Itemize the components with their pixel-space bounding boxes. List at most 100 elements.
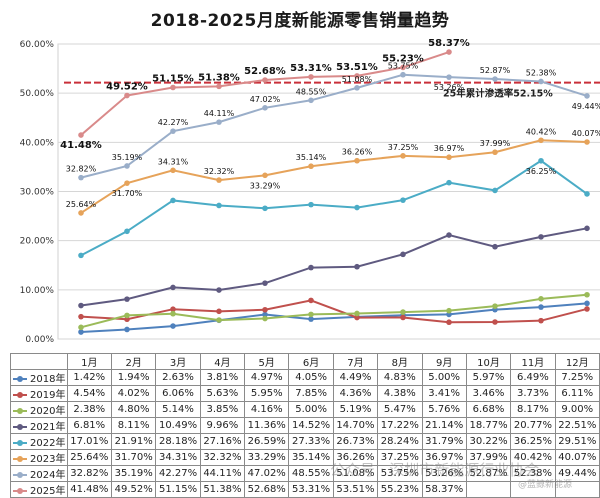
table-cell: 2.63% — [155, 369, 201, 386]
table-cell: 4.02% — [110, 385, 157, 402]
table-cell: 27.33% — [288, 433, 334, 450]
table-cell: 14.52% — [288, 417, 334, 434]
table-cell: 5.47% — [377, 401, 423, 418]
legend-swatch — [13, 392, 27, 398]
series-line-2024年 — [80, 73, 588, 179]
data-label: 51.08% — [342, 75, 373, 84]
series-label: 2022年 — [10, 433, 68, 450]
data-point — [170, 306, 176, 313]
table-cell: 40.42% — [510, 449, 556, 466]
data-point — [308, 163, 314, 170]
data-point — [308, 316, 314, 322]
data-label: 31.70% — [112, 189, 143, 198]
data-label: 55.23% — [382, 53, 424, 64]
data-label: 48.55% — [296, 87, 327, 96]
series-line-2020年 — [80, 293, 588, 329]
data-point — [124, 296, 130, 302]
table-cell: 20.77% — [510, 417, 556, 434]
table-cell: 32.32% — [199, 449, 246, 466]
table-cell: 37.25% — [377, 449, 423, 466]
month-header: 9月 — [421, 353, 467, 370]
y-tick-label: 30.00% — [20, 188, 55, 198]
data-point — [492, 319, 498, 325]
data-label: 49.44% — [572, 102, 600, 111]
table-cell: 51.15% — [155, 481, 201, 498]
legend-swatch — [13, 456, 27, 462]
data-point — [124, 316, 130, 323]
table-cell: 7.25% — [554, 369, 600, 386]
series-label: 2019年 — [10, 385, 68, 402]
table-cell: 37.99% — [465, 449, 512, 466]
table-cell: 5.95% — [244, 385, 290, 402]
data-point — [262, 77, 268, 83]
table-row: 2025年 41.48% 49.52% 51.15% 51.38% 52.68% 53.31… — [10, 481, 600, 498]
y-tick-label: 20.00% — [20, 237, 55, 247]
series-label: 2018年 — [10, 369, 68, 386]
data-label: 40.07% — [572, 129, 600, 138]
data-point — [538, 304, 544, 310]
y-tick-label: 0.00% — [25, 335, 54, 345]
table-cell: 21.91% — [110, 433, 157, 450]
data-label: 52.68% — [244, 66, 286, 77]
data-point — [400, 153, 406, 159]
table-cell: 3.73% — [510, 385, 556, 402]
table-cell: 42.27% — [155, 465, 201, 482]
table-header-row: 1月 2月 3月 4月 5月 6月 7月 8月 9月 10月 11月 12月 — [10, 353, 600, 370]
data-table: 1月 2月 3月 4月 5月 6月 7月 8月 9月 10月 11月 12月 2018年 1.42% 1.9… — [10, 353, 600, 498]
legend-swatch — [13, 440, 27, 446]
legend-swatch — [13, 424, 27, 430]
table-cell: 4.16% — [244, 401, 290, 418]
table-cell: 8.17% — [510, 401, 556, 418]
data-point — [78, 210, 84, 216]
data-point — [446, 179, 452, 186]
data-point — [538, 137, 544, 144]
data-label: 51.15% — [152, 74, 194, 85]
table-row: 2024年 32.82% 35.19% 42.27% 44.11% 47.02% 48.55… — [10, 465, 600, 482]
data-point — [538, 78, 544, 85]
data-label: 53.31% — [290, 63, 332, 74]
table-cell: 53.51% — [332, 481, 379, 498]
data-point — [78, 329, 84, 335]
data-point — [400, 314, 406, 321]
data-label: 34.31% — [158, 157, 189, 166]
table-cell: 3.46% — [465, 385, 512, 402]
table-cell: 4.83% — [377, 369, 423, 386]
data-point — [262, 172, 268, 179]
data-label: 25.64% — [66, 200, 97, 209]
table-cell: 21.14% — [421, 417, 467, 434]
table-cell: 48.55% — [288, 465, 334, 482]
y-tick-label: 40.00% — [20, 138, 55, 148]
data-point — [538, 317, 544, 324]
data-point — [216, 177, 222, 183]
data-point — [308, 311, 314, 318]
table-cell: 28.18% — [155, 433, 201, 450]
series-label: 2025年 — [10, 481, 68, 498]
chart-title: 2018-2025月度新能源零售销量趋势 — [150, 11, 450, 31]
month-header: 10月 — [465, 353, 512, 370]
table-cell: 32.82% — [66, 465, 112, 482]
table-cell: 35.19% — [110, 465, 157, 482]
data-label: 35.14% — [296, 153, 327, 162]
data-point — [584, 291, 590, 298]
data-point — [216, 83, 222, 90]
data-point — [354, 157, 360, 164]
data-point — [308, 297, 314, 304]
data-point — [170, 284, 176, 291]
data-point — [262, 306, 268, 313]
table-cell: 47.02% — [244, 465, 290, 482]
table-cell: 30.22% — [465, 433, 512, 450]
table-cell: 53.75% — [377, 465, 423, 482]
table-cell: 31.79% — [421, 433, 467, 450]
data-point — [446, 49, 452, 55]
table-cell: 17.01% — [66, 433, 112, 450]
data-point — [354, 204, 360, 211]
table-corner — [10, 353, 68, 370]
legend-swatch — [13, 376, 27, 382]
data-point — [216, 308, 222, 315]
table-cell: 22.51% — [554, 417, 600, 434]
table-row: 2018年 1.42% 1.94% 2.63% 3.81% 4.97% 4.05% 4.49%… — [10, 369, 600, 386]
table-row: 2021年 6.81% 8.11% 10.49% 9.96% 11.36% 14.52% 14… — [10, 417, 600, 434]
data-label: 53.51% — [336, 62, 378, 73]
table-cell: 40.07% — [554, 449, 600, 466]
data-point — [584, 93, 590, 99]
